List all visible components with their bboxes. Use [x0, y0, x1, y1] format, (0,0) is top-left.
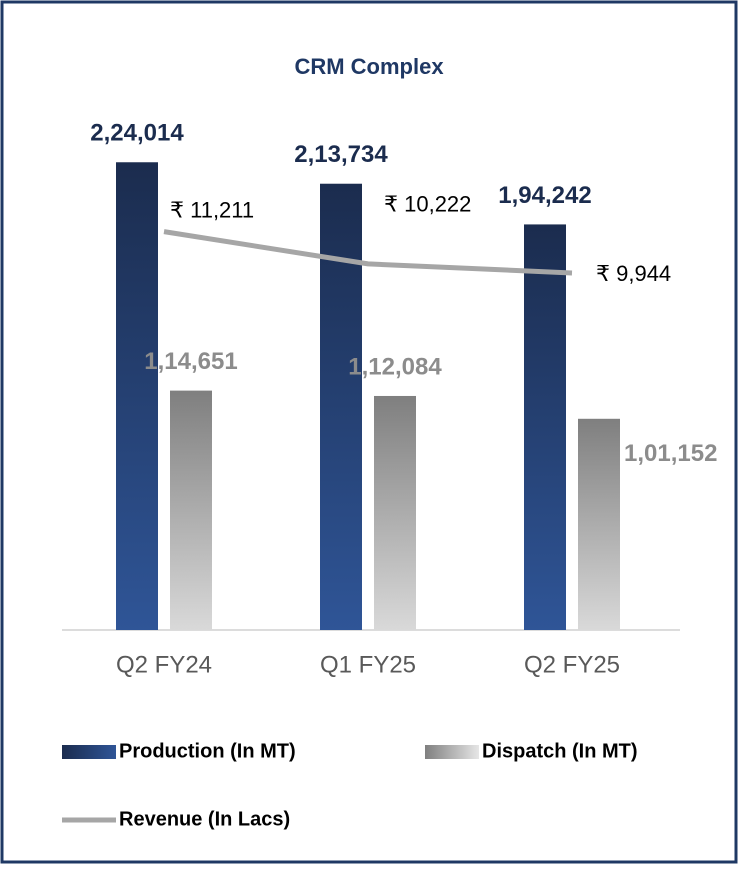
bar	[374, 395, 416, 630]
data-label: 1,94,242	[498, 182, 591, 209]
legend-swatch	[425, 745, 479, 759]
revenue-line	[163, 229, 573, 276]
data-label: ₹ 11,211	[170, 197, 254, 222]
bar	[170, 390, 212, 630]
x-tick-label: Q2 FY24	[116, 651, 212, 678]
chart-title: CRM Complex	[294, 54, 444, 79]
legend-label: Dispatch (In MT)	[482, 740, 638, 762]
data-label: 2,13,734	[294, 141, 388, 168]
bar	[320, 183, 362, 631]
data-label: 2,24,014	[90, 120, 184, 147]
data-label: 1,12,084	[348, 353, 442, 380]
legend-label: Revenue (In Lacs)	[119, 808, 290, 830]
data-label: 1,14,651	[144, 348, 237, 375]
bar	[116, 162, 158, 630]
data-label: ₹ 10,222	[384, 192, 471, 217]
data-label: ₹ 9,944	[596, 261, 671, 286]
data-label: 1,01,152	[624, 440, 717, 467]
legend-label: Production (In MT)	[119, 740, 296, 762]
x-tick-label: Q2 FY25	[524, 651, 620, 678]
x-tick-label: Q1 FY25	[320, 651, 416, 678]
bar	[524, 224, 566, 630]
legend-swatch	[62, 745, 116, 759]
bar	[578, 418, 620, 630]
